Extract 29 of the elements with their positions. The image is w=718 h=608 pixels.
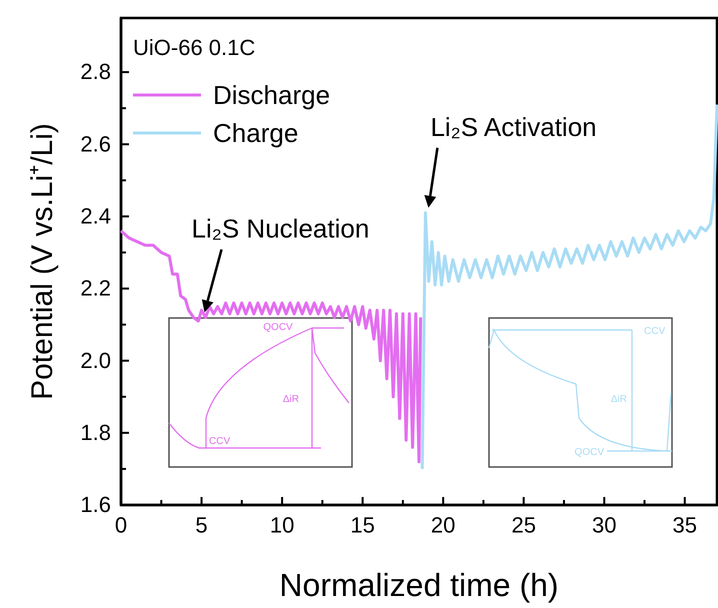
y-tick-label: 2.0 bbox=[80, 348, 111, 373]
x-axis-title: Normalized time (h) bbox=[279, 567, 559, 603]
annotation: QOCV bbox=[574, 447, 604, 458]
annotation: QOCV bbox=[263, 322, 294, 333]
y-tick-label: 2.8 bbox=[80, 59, 111, 84]
x-tick-label: 15 bbox=[350, 512, 375, 538]
x-tick-label: 5 bbox=[195, 512, 208, 538]
y-axis-title: Potential (V vs.Li⁺/Li) bbox=[26, 123, 59, 400]
x-tick-label: 0 bbox=[114, 512, 128, 538]
x-tick-label: 25 bbox=[511, 512, 536, 538]
annotation: ΔiR bbox=[610, 394, 627, 405]
annotation: CCV bbox=[209, 436, 230, 447]
y-tick-label: 2.6 bbox=[80, 131, 111, 156]
annotation: Li₂S Nucleation bbox=[192, 213, 370, 244]
legend-label: Charge bbox=[213, 118, 298, 148]
y-tick-label: 1.6 bbox=[80, 492, 111, 518]
line-series bbox=[420, 103, 718, 470]
x-tick-label: 10 bbox=[270, 512, 294, 538]
annotation: ΔiR bbox=[282, 394, 299, 405]
y-tick-label: 2.2 bbox=[80, 276, 111, 301]
annotation: CCV bbox=[644, 326, 666, 337]
legend-title: UiO-66 0.1C bbox=[133, 35, 256, 60]
y-tick-label: 1.8 bbox=[80, 420, 111, 445]
y-tick-label: 2.4 bbox=[80, 203, 111, 228]
x-tick-label: 35 bbox=[672, 512, 698, 538]
x-tick-label: 30 bbox=[592, 512, 616, 538]
legend-label: Discharge bbox=[213, 80, 330, 110]
annotation: Li₂S Activation bbox=[430, 112, 597, 142]
x-tick-label: 20 bbox=[430, 512, 456, 538]
